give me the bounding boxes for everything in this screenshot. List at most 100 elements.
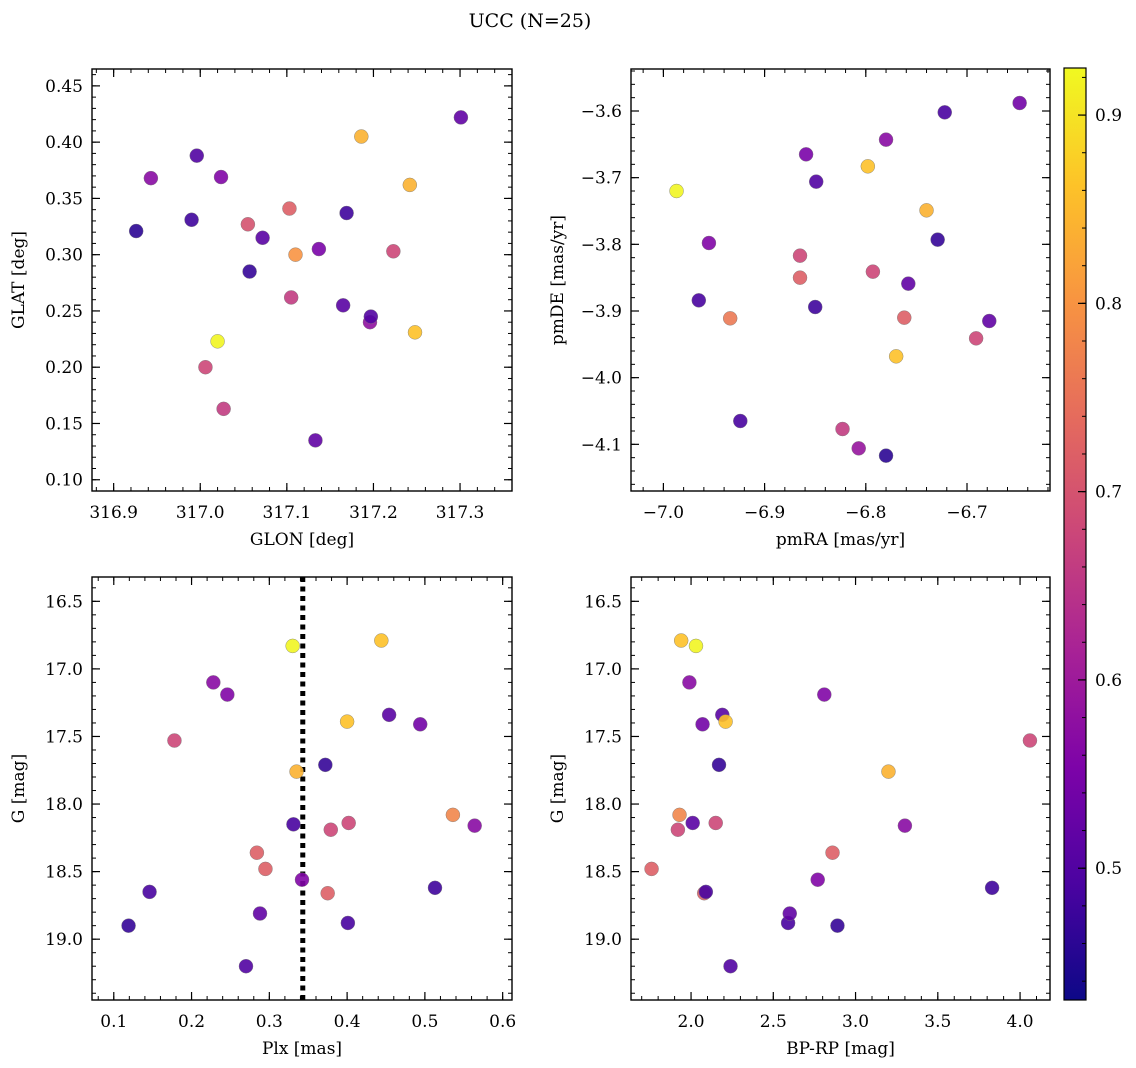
y-tick-label: 17.5 — [45, 727, 83, 747]
x-tick-label: 2.5 — [760, 1012, 787, 1032]
y-tick-label: 19.0 — [584, 930, 622, 950]
x-axis-label: pmRA [mas/yr] — [776, 530, 905, 550]
scatter-point — [878, 448, 894, 463]
y-tick-label: 17.5 — [584, 727, 622, 747]
scatter-point — [798, 147, 814, 162]
y-tick-label: 17.0 — [45, 660, 83, 680]
scatter-point — [282, 201, 297, 216]
x-tick-label: 3.0 — [842, 1012, 869, 1032]
scatter-point — [830, 918, 845, 933]
scatter-point — [723, 959, 738, 974]
scatter-point — [467, 818, 482, 833]
scatter-point — [698, 884, 714, 900]
scatter-point — [210, 334, 225, 349]
scatter-point — [1012, 95, 1027, 111]
x-tick-label: 0.1 — [100, 1012, 127, 1032]
colorbar-tick-label: 0.6 — [1095, 671, 1122, 691]
scatter-point — [688, 638, 704, 654]
scatter-point — [825, 845, 840, 860]
y-tick-label: 18.0 — [584, 795, 622, 815]
scatter-point — [339, 714, 355, 729]
scatter-point — [782, 906, 797, 921]
scatter-point — [255, 230, 270, 246]
y-tick-label: 0.15 — [45, 414, 83, 434]
scatter-point — [901, 276, 916, 291]
scatter-point — [289, 764, 304, 779]
scatter-point — [283, 290, 299, 305]
scatter-point — [733, 413, 748, 429]
x-tick-label: −6.9 — [744, 503, 785, 523]
scatter-point — [792, 248, 808, 263]
x-axis-label: Plx [mas] — [262, 1039, 342, 1059]
scatter-point — [288, 247, 303, 262]
scatter-point — [644, 861, 659, 877]
scatter-point — [1022, 733, 1038, 748]
scatter-point — [216, 401, 231, 417]
scatter-point — [865, 264, 881, 279]
x-tick-label: 317.3 — [436, 503, 485, 523]
scatter-point — [807, 299, 823, 315]
scatter-point — [937, 105, 952, 120]
scatter-point — [968, 331, 984, 346]
y-tick-label: 16.5 — [584, 592, 622, 612]
x-tick-label: 317.2 — [349, 503, 398, 523]
scatter-point — [363, 309, 379, 324]
scatter-point — [184, 212, 199, 227]
x-tick-label: −6.8 — [845, 503, 886, 523]
scatter-point — [318, 757, 333, 773]
scatter-point — [142, 884, 157, 900]
scatter-point — [860, 159, 876, 174]
scatter-point — [685, 815, 700, 831]
scatter-point — [386, 244, 401, 259]
y-tick-label: 0.10 — [45, 471, 83, 491]
figure-title: UCC (N=25) — [469, 10, 592, 32]
scatter-point — [311, 241, 327, 257]
y-tick-label: 0.30 — [45, 246, 83, 266]
y-tick-label: −3.7 — [581, 169, 622, 189]
scatter-point — [323, 822, 338, 837]
y-tick-label: 0.25 — [45, 302, 83, 322]
y-tick-label: 16.5 — [45, 592, 83, 612]
x-tick-label: −6.7 — [946, 503, 987, 523]
x-axis-label: GLON [deg] — [250, 530, 354, 550]
scatter-point — [242, 264, 257, 279]
scatter-point — [121, 918, 136, 933]
axes-frame — [91, 576, 513, 1001]
scatter-point — [695, 717, 710, 732]
scatter-point — [189, 148, 204, 163]
colorbar-tick-label: 0.8 — [1095, 294, 1122, 314]
scatter-point — [427, 880, 443, 896]
axes-frame — [630, 576, 1051, 1001]
colorbar: 0.5 0.6 0.7 0.8 0.9 — [1063, 67, 1122, 1001]
scatter-point — [402, 177, 418, 193]
y-axis-label: G [mag] — [548, 754, 568, 823]
scatter-point — [722, 311, 738, 326]
y-axis-label: G [mag] — [9, 754, 29, 823]
x-tick-label: 0.6 — [489, 1012, 516, 1032]
x-tick-label: 0.5 — [411, 1012, 438, 1032]
x-tick-label: 0.3 — [256, 1012, 283, 1032]
scatter-point — [670, 822, 686, 837]
scatter-point — [128, 223, 144, 239]
scatter-point — [672, 807, 687, 823]
scatter-point — [445, 807, 461, 823]
y-tick-label: 0.35 — [45, 189, 83, 209]
scatter-point — [381, 707, 397, 723]
y-axis-label: pmDE [mas/yr] — [548, 215, 568, 345]
y-tick-label: 0.45 — [45, 77, 83, 97]
axes-frame — [91, 68, 513, 492]
x-tick-label: 3.5 — [924, 1012, 951, 1032]
scatter-point — [919, 203, 934, 218]
scatter-point — [167, 733, 182, 748]
scatter-point — [240, 217, 256, 232]
scatter-point — [881, 764, 896, 779]
scatter-point — [669, 183, 684, 199]
scatter-point — [930, 232, 945, 247]
scatter-point — [413, 717, 428, 732]
x-tick-label: −7.0 — [643, 503, 684, 523]
scatter-point — [691, 293, 707, 308]
scatter-point — [682, 675, 697, 690]
scatter-point — [238, 959, 254, 974]
y-axis-label: GLAT [deg] — [9, 231, 29, 329]
y-tick-label: −4.0 — [581, 369, 622, 389]
